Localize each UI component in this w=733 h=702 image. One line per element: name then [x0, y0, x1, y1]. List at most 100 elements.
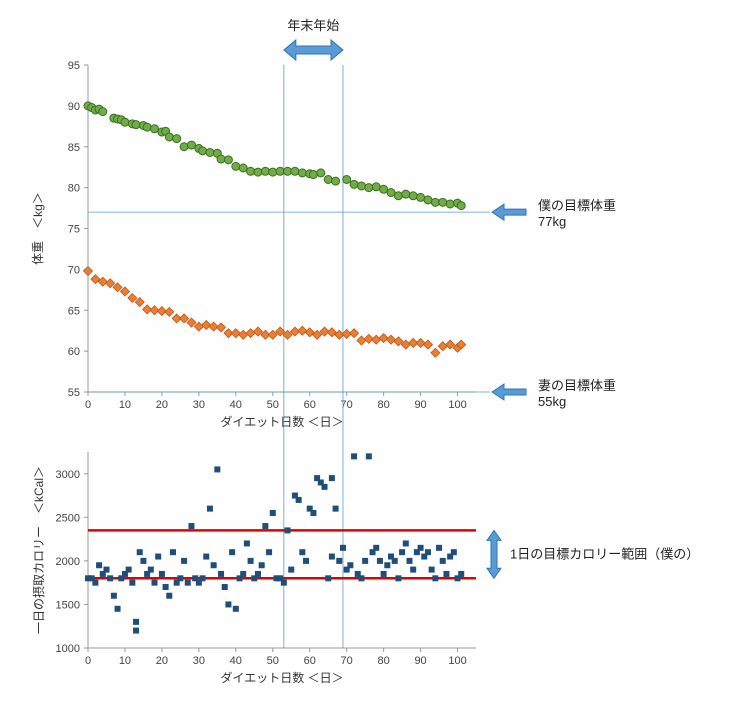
weight-point-me: [357, 182, 365, 190]
weight-point-wife: [113, 283, 122, 292]
weight-point-me: [417, 193, 425, 201]
svg-text:70: 70: [341, 399, 353, 411]
calorie-point: [336, 558, 342, 564]
calorie-point: [200, 575, 206, 581]
calorie-point: [329, 554, 335, 560]
svg-text:60: 60: [304, 655, 316, 667]
weight-point-me: [431, 198, 439, 206]
calorie-point: [366, 453, 372, 459]
calorie-point: [155, 554, 161, 560]
calorie-point: [203, 554, 209, 560]
my-target-line2: 77kg: [538, 214, 566, 229]
weight-point-me: [372, 183, 380, 191]
svg-text:1000: 1000: [56, 643, 80, 655]
weight-point-me: [343, 175, 351, 183]
weight-point-me: [332, 177, 340, 185]
calorie-point: [395, 575, 401, 581]
calorie-point: [425, 549, 431, 555]
weight-point-me: [298, 169, 306, 177]
weight-point-me: [380, 185, 388, 193]
calorie-point: [329, 475, 335, 481]
calorie-point: [248, 558, 254, 564]
svg-text:2500: 2500: [56, 512, 80, 524]
calorie-point: [384, 562, 390, 568]
arrow-left-icon: [492, 204, 526, 220]
weight-point-me: [276, 167, 284, 175]
svg-text:20: 20: [156, 655, 168, 667]
calorie-point: [137, 549, 143, 555]
calorie-point: [140, 558, 146, 564]
calorie-point: [399, 549, 405, 555]
calorie-point: [177, 575, 183, 581]
weight-point-me: [402, 190, 410, 198]
calorie-point: [255, 571, 261, 577]
wife-target-line1: 妻の目標体重: [538, 378, 616, 393]
svg-text:90: 90: [414, 655, 426, 667]
svg-text:2000: 2000: [56, 556, 80, 568]
calorie-point: [440, 558, 446, 564]
weight-point-me: [269, 168, 277, 176]
weight-point-me: [409, 192, 417, 200]
weight-point-wife: [187, 318, 196, 327]
weight-point-me: [151, 125, 159, 133]
weight-point-me: [394, 192, 402, 200]
svg-text:70: 70: [341, 655, 353, 667]
svg-text:75: 75: [68, 224, 80, 236]
calorie-point: [451, 549, 457, 555]
svg-text:30: 30: [193, 399, 205, 411]
weight-point-me: [350, 180, 358, 188]
double-arrow-icon: [284, 40, 343, 60]
weight-point-wife: [120, 287, 129, 296]
weight-point-me: [239, 164, 247, 172]
weight-point-me: [291, 167, 299, 175]
calorie-point: [406, 558, 412, 564]
weight-point-me: [132, 121, 140, 129]
calorie-point: [103, 567, 109, 573]
calorie-point: [285, 527, 291, 533]
calorie-point: [163, 584, 169, 590]
weight-point-me: [224, 156, 232, 164]
calorie-point: [381, 571, 387, 577]
weight-point-wife: [239, 330, 248, 339]
top-x-label: ダイエット日数 ＜日＞: [220, 414, 343, 429]
calorie-point: [303, 558, 309, 564]
calorie-point: [207, 506, 213, 512]
weight-point-me: [254, 168, 262, 176]
svg-text:60: 60: [68, 346, 80, 358]
svg-text:85: 85: [68, 142, 80, 154]
double-arrow-vertical-icon: [487, 530, 501, 578]
calorie-point: [270, 510, 276, 516]
weight-point-me: [199, 147, 207, 155]
calorie-chart: 1000150020002500300001020304050607080901…: [31, 452, 476, 685]
svg-text:90: 90: [68, 101, 80, 113]
calorie-point: [458, 571, 464, 577]
weight-point-me: [309, 171, 317, 179]
svg-text:10: 10: [119, 655, 131, 667]
weight-point-wife: [246, 329, 255, 338]
calorie-point: [340, 545, 346, 551]
svg-text:100: 100: [448, 399, 466, 411]
weight-point-me: [99, 108, 107, 116]
svg-text:100: 100: [448, 655, 466, 667]
wife-target-line2: 55kg: [538, 394, 566, 409]
svg-text:40: 40: [230, 655, 242, 667]
svg-text:40: 40: [230, 399, 242, 411]
calorie-point: [392, 558, 398, 564]
svg-text:55: 55: [68, 387, 80, 399]
calorie-point: [321, 484, 327, 490]
weight-point-me: [247, 167, 255, 175]
calorie-point: [229, 549, 235, 555]
weight-chart: 5560657075808590950102030405060708090100…: [31, 60, 490, 429]
weight-point-me: [206, 148, 214, 156]
weight-point-wife: [423, 340, 432, 349]
calorie-point: [288, 567, 294, 573]
weight-point-me: [324, 175, 332, 183]
chart-figure: 5560657075808590950102030405060708090100…: [10, 10, 733, 692]
svg-text:80: 80: [377, 399, 389, 411]
calorie-point: [181, 558, 187, 564]
svg-text:0: 0: [85, 399, 91, 411]
calorie-point: [218, 571, 224, 577]
svg-text:80: 80: [377, 655, 389, 667]
calorie-point: [211, 562, 217, 568]
weight-point-me: [446, 200, 454, 208]
